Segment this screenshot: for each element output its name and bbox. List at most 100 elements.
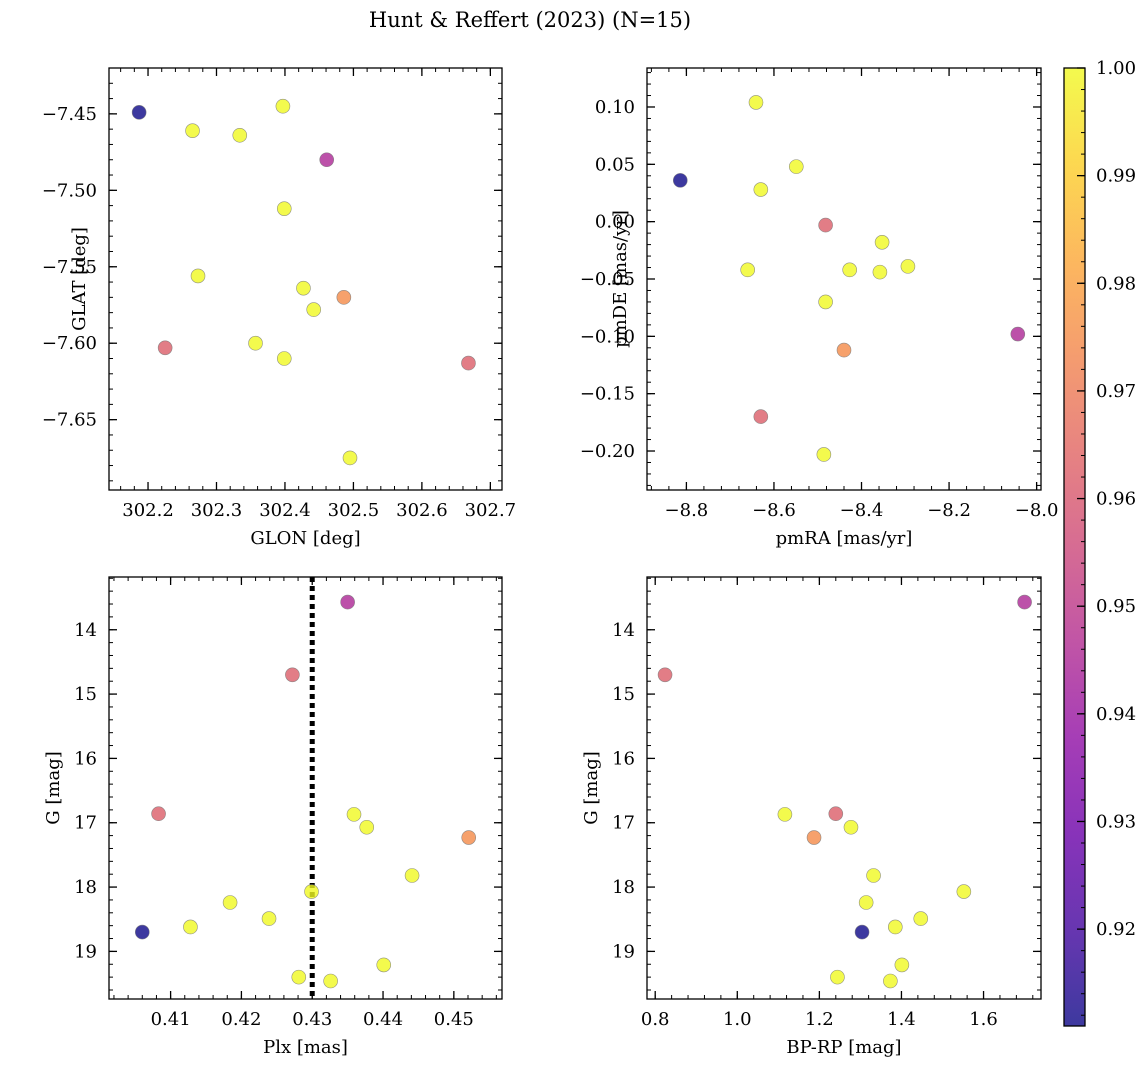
data-point [232,127,248,143]
x-tick-label: 0.43 [292,1009,332,1030]
data-point [828,806,844,822]
y-tick-label: 17 [612,813,635,834]
data-point [657,667,673,683]
y-tick-label: 0.10 [595,97,635,118]
axes-frame [108,576,503,1000]
data-point [183,919,198,935]
data-point [843,819,859,835]
x-axis-label: BP-RP [mag] [786,1037,901,1058]
colorbar-tick-label: 0.92 [1096,919,1136,940]
data-point [874,235,890,250]
data-point [866,868,881,883]
y-tick-label: 18 [74,877,97,898]
colorbar-tick-label: 0.93 [1096,811,1136,832]
data-point [359,819,375,835]
data-point [872,264,888,280]
x-axis-label: Plx [mas] [263,1037,348,1058]
data-point [319,152,335,168]
x-tick-label: −8.2 [927,500,971,521]
y-tick-label: −0.05 [580,269,635,290]
data-point [276,351,292,366]
data-point [190,268,206,284]
colorbar-tick-label: 0.99 [1096,166,1136,187]
data-point [285,667,300,683]
colorbar-gradient [1064,68,1085,1026]
data-point [336,290,352,305]
data-point [753,409,769,424]
axes-frame [646,576,1042,1000]
data-point [185,123,200,138]
data-point [858,895,874,910]
data-point [275,98,291,114]
data-point [461,830,477,845]
data-point [376,957,392,973]
data-point [753,182,769,197]
y-tick-label: 16 [74,748,97,769]
x-axis-label: pmRA [mas/yr] [776,528,913,549]
data-point [854,924,870,940]
data-point [131,105,147,120]
data-point [842,262,857,278]
x-tick-label: 302.4 [259,500,311,521]
data-point [323,973,338,989]
x-tick-label: 0.44 [363,1009,403,1030]
data-point [304,884,319,899]
axes-frame [646,67,1042,491]
colorbar-tick-label: 0.95 [1096,596,1136,617]
data-point [900,259,916,274]
x-tick-label: 0.8 [641,1009,670,1030]
y-tick-label: −0.20 [580,441,635,462]
data-point [1017,594,1032,610]
scatter-panel-1: 302.2 302.3 302.4 302.5 302.6 302.7 −7.45 −7.50… [42,67,517,549]
y-tick-label: −0.10 [580,326,635,347]
data-point [818,217,833,233]
data-point [806,830,822,845]
y-axis-label: G [mag] [43,751,64,824]
y-axis-label: GLAT [deg] [69,227,90,331]
y-tick-label: −7.50 [42,180,97,201]
y-axis-label: pmDE [mas/yr] [610,210,631,348]
axes-frame [108,67,503,491]
x-tick-label: 0.41 [151,1009,191,1030]
x-tick-label: 1.6 [969,1009,998,1030]
x-tick-label: −8.0 [1015,500,1059,521]
scatter-panel-2: −8.8 −8.6 −8.4 −8.2 −8.0 0.10 0.05 0.00 −0.05 −0.… [580,67,1059,549]
y-tick-label: 19 [612,941,635,962]
data-point [836,342,852,358]
y-tick-label: 0.00 [595,212,635,233]
x-tick-label: 302.3 [191,500,243,521]
scatter-panel-4: 0.8 1.0 1.2 1.4 1.6 14 15 16 17 18 19 BP-RP [mag] G … [581,576,1042,1058]
x-tick-label: −8.4 [840,500,884,521]
y-tick-label: 19 [74,941,97,962]
x-axis-label: GLON [deg] [250,528,360,549]
scatter-panels: 302.2 302.3 302.4 302.5 302.6 302.7 −7.45 −7.50… [42,67,1059,1058]
x-tick-label: 0.42 [221,1009,261,1030]
data-point [816,447,832,462]
y-tick-label: 16 [612,748,635,769]
x-tick-label: 302.7 [465,500,517,521]
colorbar-tick-label: 0.94 [1096,704,1136,725]
data-point [777,807,793,822]
data-point [672,173,688,188]
data-point [894,957,910,973]
data-point [913,911,929,926]
colorbar-tick-label: 1.00 [1096,58,1136,79]
data-point [404,868,420,883]
x-tick-label: 1.4 [887,1009,916,1030]
data-point [1010,326,1026,342]
data-point [306,302,322,317]
x-tick-label: −8.6 [752,500,796,521]
colorbar-tick-label: 0.98 [1096,273,1136,294]
y-tick-label: −7.55 [42,257,97,278]
data-point [340,594,355,610]
scatter-panel-3: 0.41 0.42 0.43 0.44 0.45 14 15 16 17 18 19 Plx [mas… [43,576,503,1058]
x-tick-label: −8.8 [665,500,709,521]
y-tick-label: 15 [612,684,635,705]
data-point [276,201,292,216]
y-tick-label: −0.15 [580,384,635,405]
y-tick-label: −7.45 [42,104,97,125]
data-point [261,911,277,926]
colorbar-tick-label: 0.97 [1096,381,1136,402]
y-tick-label: −7.60 [42,333,97,354]
